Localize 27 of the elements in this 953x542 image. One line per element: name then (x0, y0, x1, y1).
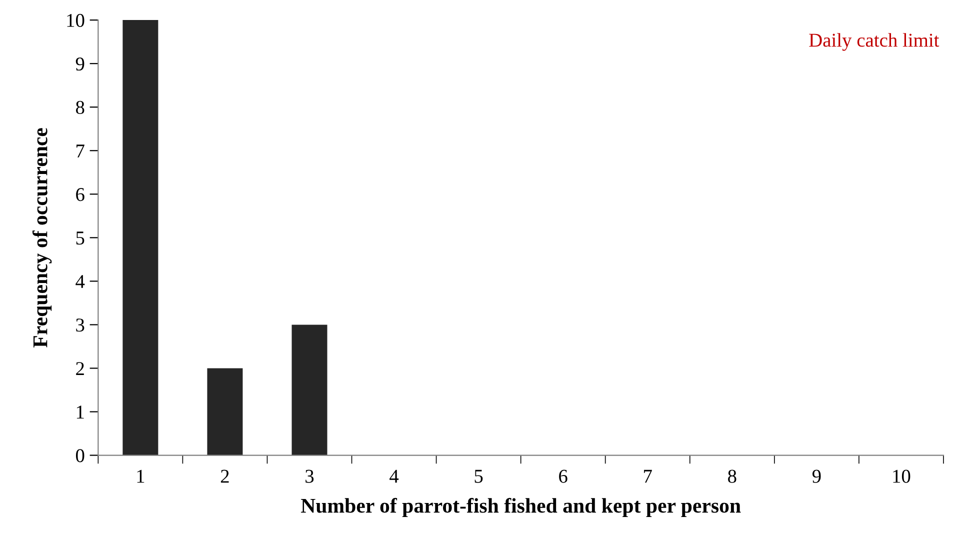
y-tick-label: 5 (76, 232, 84, 245)
annotation: Daily catch limit (809, 33, 940, 51)
x-tick-label: 8 (728, 470, 736, 483)
x-tick-label: 3 (306, 470, 314, 483)
bar (122, 20, 158, 456)
x-tick-label: 9 (812, 470, 821, 483)
x-tick-label: 7 (644, 470, 652, 483)
x-tick-label: 6 (559, 470, 568, 483)
bar (292, 324, 328, 456)
x-tick-label: 4 (390, 470, 399, 483)
y-tick-label: 1 (76, 406, 84, 419)
y-tick-label: 8 (76, 100, 84, 114)
y-tick-label: 9 (76, 57, 84, 71)
y-tick-label: 3 (76, 318, 84, 332)
x-axis-title: Number of parrot-fish fished and kept per person (300, 498, 741, 518)
y-tick-label: 0 (76, 449, 84, 462)
y-axis-title: Frequency of occurrence (32, 128, 52, 348)
x-tick-label: 10 (893, 470, 910, 483)
x-tick-label: 1 (137, 470, 144, 483)
y-tick-label: 10 (67, 14, 84, 27)
bar (207, 368, 243, 456)
y-tick-label: 7 (76, 144, 84, 158)
y-tick-label: 4 (76, 275, 85, 288)
y-tick-label: 2 (76, 362, 84, 375)
y-tick-label: 6 (76, 188, 84, 202)
x-tick-label: 5 (474, 470, 483, 483)
x-tick-label: 2 (220, 470, 229, 483)
